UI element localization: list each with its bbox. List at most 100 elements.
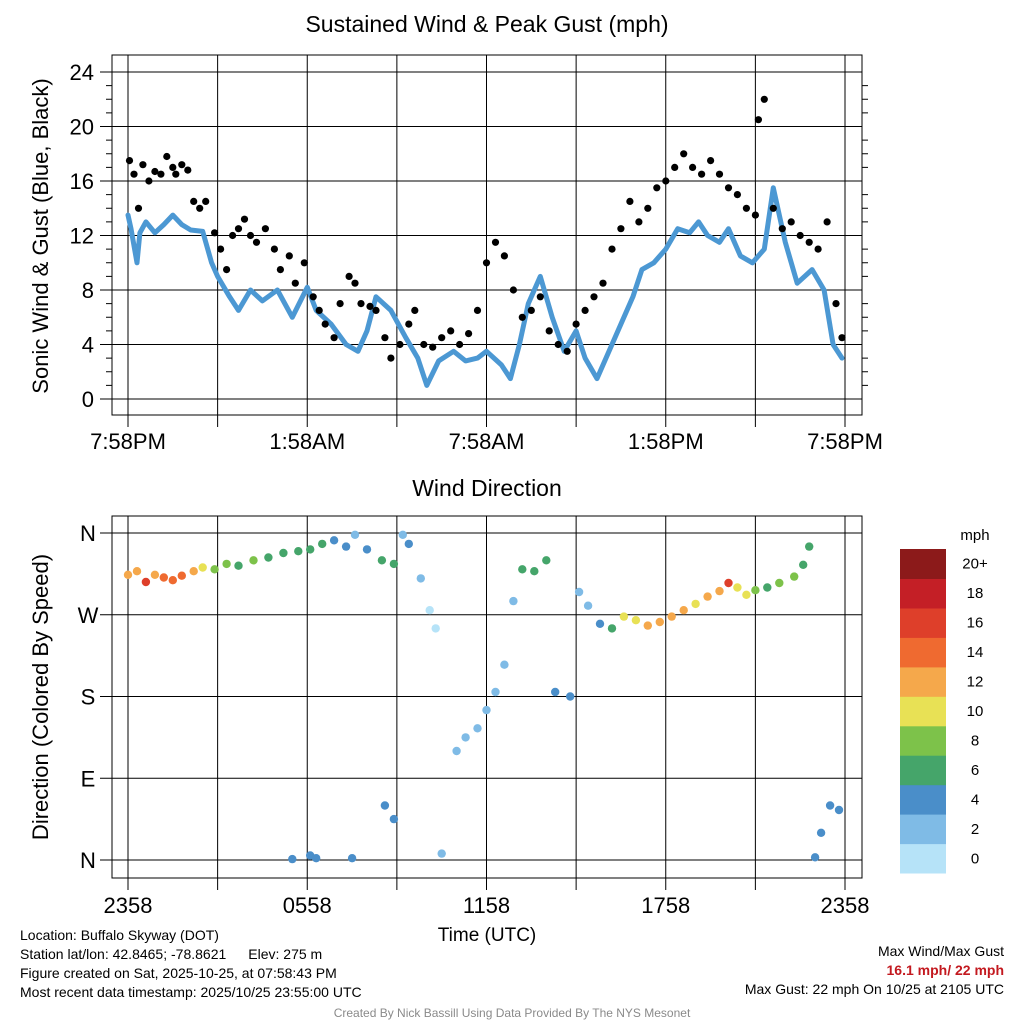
direction-point — [452, 746, 461, 756]
peak-gust-point — [500, 252, 508, 260]
direction-point — [306, 545, 315, 554]
peak-gust-point — [805, 238, 813, 246]
colorbar-swatch — [900, 784, 946, 815]
top-y-tick-label: 4 — [82, 333, 94, 358]
direction-point — [318, 539, 327, 549]
peak-gust-point — [698, 170, 706, 178]
peak-gust-point — [276, 266, 284, 274]
peak-gust-point — [411, 306, 419, 314]
direction-point — [347, 854, 357, 863]
colorbar-swatch — [900, 578, 946, 609]
top-x-tick-label: 7:58PM — [90, 429, 166, 454]
direction-point — [631, 616, 641, 625]
colorbar-swatch — [900, 755, 946, 786]
direction-point — [377, 556, 387, 565]
bottom-y-tick-label: E — [81, 766, 96, 791]
direction-point — [530, 567, 539, 576]
top-y-tick-label: 8 — [82, 278, 94, 303]
direction-point — [341, 542, 351, 551]
direction-point — [619, 612, 629, 621]
wind-gust-chart: 0 4 8 12 16 20 24 7:58PM 1:58AM 7:58AM 1:58PM 7:58P… — [28, 11, 883, 454]
direction-point — [679, 606, 688, 615]
bottom-x-tick-label: 2358 — [821, 893, 870, 918]
peak-gust-point — [202, 197, 210, 205]
peak-gust-point — [599, 279, 607, 287]
direction-point — [177, 571, 186, 580]
peak-gust-point — [769, 204, 777, 212]
direction-point — [389, 559, 399, 569]
direction-point — [398, 530, 407, 539]
peak-gust-point — [465, 330, 473, 338]
direction-point — [380, 801, 390, 810]
peak-gust-point — [482, 259, 491, 267]
top-y-tick-label: 24 — [70, 60, 94, 85]
peak-gust-point — [309, 293, 317, 301]
peak-gust-point — [381, 334, 389, 342]
direction-point — [518, 565, 527, 574]
peak-gust-point — [754, 116, 763, 124]
peak-gust-point — [351, 279, 359, 287]
peak-gust-point — [491, 238, 500, 246]
peak-gust-point — [178, 161, 186, 169]
direction-point — [312, 854, 321, 863]
peak-gust-point — [814, 245, 822, 253]
colorbar-swatch — [900, 607, 946, 638]
direction-point — [790, 572, 799, 581]
direction-point — [431, 624, 440, 633]
peak-gust-point — [617, 225, 625, 233]
colorbar-level-label: 16 — [967, 615, 984, 632]
max-values: 16.1 mph/ 22 mph — [886, 962, 1004, 978]
colorbar-level-label: 10 — [967, 703, 984, 720]
peak-gust-point — [246, 231, 255, 240]
peak-gust-point — [270, 245, 278, 253]
peak-gust-point — [707, 157, 715, 165]
colorbar-swatch — [900, 814, 946, 845]
direction-point — [482, 705, 491, 715]
top-x-tick-label: 7:58PM — [807, 429, 883, 454]
peak-gust-point — [778, 225, 786, 233]
peak-gust-point — [429, 343, 437, 351]
colorbar-swatch — [900, 666, 946, 697]
direction-point — [473, 724, 482, 733]
bottom-x-tick-label: 2358 — [104, 893, 153, 918]
direction-point — [461, 733, 470, 742]
colorbar-level-label: 14 — [967, 644, 984, 661]
top-y-tick-label: 20 — [70, 115, 94, 140]
direction-point — [437, 849, 446, 858]
peak-gust-point — [509, 286, 517, 294]
peak-gust-point — [838, 334, 846, 342]
peak-gust-point — [252, 238, 261, 246]
peak-gust-point — [291, 279, 299, 287]
top-x-tick-label: 1:58AM — [269, 429, 345, 454]
peak-gust-point — [635, 218, 643, 226]
peak-gust-point — [315, 306, 323, 314]
direction-point — [742, 590, 751, 599]
top-y-tick-label: 16 — [70, 169, 94, 194]
direction-point — [416, 574, 425, 583]
peak-gust-point — [169, 163, 177, 171]
max-title: Max Wind/Max Gust — [877, 943, 1004, 959]
peak-gust-point — [234, 225, 243, 233]
peak-gust-point — [321, 320, 329, 328]
direction-point — [234, 561, 243, 570]
peak-gust-point — [223, 266, 231, 274]
direction-point — [825, 801, 835, 810]
top-y-axis-label: Sonic Wind & Gust (Blue, Black) — [28, 78, 53, 393]
peak-gust-point — [536, 293, 544, 301]
peak-gust-point — [261, 225, 269, 233]
peak-gust-point — [196, 204, 204, 212]
location-text: Location: Buffalo Skyway (DOT) — [20, 927, 219, 943]
direction-point — [667, 612, 676, 621]
top-x-tick-label: 1:58PM — [628, 429, 704, 454]
direction-point — [329, 536, 339, 545]
peak-gust-point — [366, 302, 374, 310]
peak-gust-point — [157, 170, 165, 178]
direction-point — [763, 583, 772, 592]
direction-point — [655, 617, 664, 627]
bottom-x-tick-label: 1758 — [641, 893, 690, 918]
bottom-y-tick-label: W — [78, 603, 99, 628]
peak-gust-point — [151, 167, 159, 176]
peak-gust-point — [405, 320, 413, 328]
created-text: Figure created on Sat, 2025-10-25, at 07… — [20, 965, 337, 981]
direction-point — [294, 547, 303, 556]
